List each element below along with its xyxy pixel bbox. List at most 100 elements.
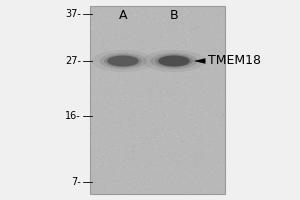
Point (122, 102, 127, 105)
Point (151, 17, 156, 20)
Point (203, 168, 208, 171)
Point (152, 110, 157, 113)
Point (107, 147, 112, 150)
Point (150, 180, 155, 183)
Point (148, 110, 153, 113)
Point (195, 162, 200, 166)
Point (209, 15, 214, 19)
Point (212, 113, 217, 117)
Point (202, 35, 207, 38)
Point (116, 77, 121, 80)
Point (143, 82, 148, 85)
Point (200, 64, 205, 67)
Point (172, 146, 177, 149)
Point (219, 5, 224, 8)
Point (114, 86, 119, 89)
Point (112, 165, 117, 168)
Point (101, 38, 106, 42)
Point (169, 58, 174, 61)
Point (148, 24, 153, 27)
Point (210, 134, 215, 137)
Point (176, 162, 180, 165)
Point (102, 66, 106, 69)
Point (163, 72, 168, 75)
Point (198, 154, 203, 158)
Point (155, 112, 160, 115)
Point (177, 88, 182, 91)
Point (103, 184, 108, 188)
Point (131, 151, 136, 154)
Point (116, 90, 120, 93)
Point (202, 28, 206, 32)
Point (100, 9, 104, 12)
Point (155, 21, 160, 24)
Point (152, 174, 157, 177)
Point (127, 76, 132, 79)
Point (163, 103, 168, 107)
Point (210, 26, 214, 29)
Point (91, 124, 96, 127)
Point (220, 61, 225, 65)
Point (212, 109, 217, 112)
Point (161, 152, 166, 155)
Point (92, 37, 97, 40)
Point (91, 5, 96, 8)
Point (119, 182, 124, 185)
Point (201, 60, 206, 63)
Point (115, 26, 120, 30)
Point (182, 151, 187, 154)
Point (192, 176, 197, 179)
Point (184, 153, 189, 156)
Point (141, 48, 146, 51)
Point (123, 33, 128, 36)
Point (147, 57, 152, 60)
Point (178, 102, 182, 105)
Point (108, 141, 112, 145)
Point (110, 145, 114, 148)
Point (160, 14, 164, 17)
Point (96, 122, 100, 125)
Point (205, 161, 209, 164)
Point (199, 143, 204, 146)
Point (218, 130, 223, 134)
Point (216, 185, 220, 188)
Point (114, 53, 118, 56)
Point (212, 32, 217, 35)
Point (143, 109, 148, 113)
Point (127, 146, 131, 150)
Point (111, 117, 116, 120)
Point (153, 58, 158, 61)
Point (130, 69, 135, 73)
Point (111, 58, 116, 61)
Point (182, 126, 186, 130)
Point (181, 79, 186, 82)
Point (148, 52, 153, 55)
Point (201, 146, 206, 149)
Point (165, 44, 170, 47)
Point (192, 134, 197, 137)
Point (200, 61, 205, 65)
Point (197, 52, 202, 55)
Point (200, 117, 205, 120)
Point (161, 140, 166, 143)
Point (181, 107, 185, 110)
Point (182, 129, 186, 132)
Point (88, 185, 93, 188)
Point (143, 128, 148, 131)
Point (117, 69, 122, 72)
Point (88, 180, 93, 183)
Point (211, 171, 216, 174)
Point (155, 178, 160, 181)
Point (200, 105, 205, 108)
Point (200, 152, 204, 156)
Point (160, 169, 164, 172)
Point (183, 32, 188, 36)
Text: 37-: 37- (65, 9, 81, 19)
Point (103, 120, 107, 123)
Point (131, 41, 136, 44)
Point (89, 145, 94, 148)
Point (194, 79, 199, 82)
Point (214, 35, 218, 38)
Point (186, 39, 190, 42)
Point (133, 120, 137, 123)
